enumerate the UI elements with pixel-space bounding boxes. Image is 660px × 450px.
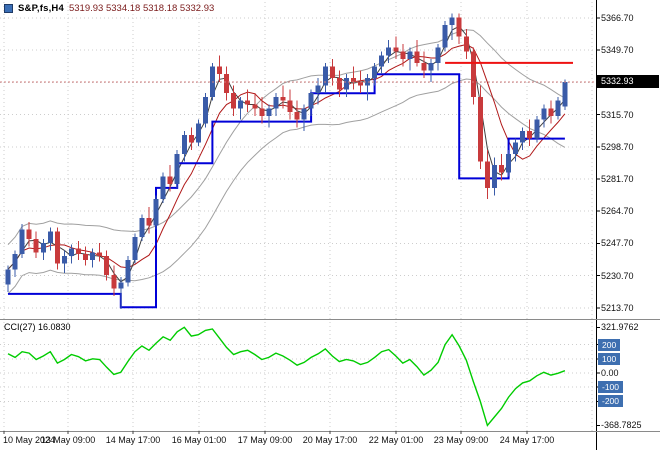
- time-axis-label: 24 May 17:00: [499, 435, 555, 445]
- indicator-axis-label: 321.9762: [601, 322, 639, 333]
- cci-line-layer: [7, 326, 566, 427]
- time-axis-label: 10 May 2024: [3, 435, 56, 445]
- time-axis-label: 13 May 09:00: [40, 435, 96, 445]
- time-axis-label: 22 May 01:00: [368, 435, 424, 445]
- cci-level-tag: 100: [598, 352, 621, 365]
- current-price-tag: 5332.93: [597, 75, 659, 89]
- time-axis[interactable]: 10 May 2024 13 May 09:00 14 May 17:00 16 Ma…: [0, 433, 660, 450]
- indicator-axis-label: 0.00: [601, 368, 619, 378]
- price-axis-label: 5349.70: [601, 45, 634, 56]
- grid-layer: [0, 2, 596, 431]
- objects-layer: [0, 61, 596, 83]
- time-axis-label: 16 May 01:00: [171, 435, 227, 445]
- candles-layer: [5, 13, 568, 310]
- cci-level-tag: -200: [598, 395, 624, 408]
- indicator-axis: 321.9762 200 100 0.00 -100 -200 -368.7825: [598, 0, 660, 450]
- price-axis-label: 5315.70: [601, 109, 634, 120]
- price-axis-label: 5366.70: [601, 12, 634, 23]
- price-axis-label: 5298.70: [601, 141, 634, 152]
- time-axis-label: 20 May 17:00: [302, 435, 358, 445]
- cci-level-tag: 200: [598, 338, 621, 351]
- cci-level-tag: -100: [598, 381, 624, 394]
- time-axis-label: 23 May 09:00: [433, 435, 489, 445]
- price-axis-label: 5230.70: [601, 270, 634, 281]
- time-axis-label: 14 May 17:00: [105, 435, 161, 445]
- price-axis-label: 5247.70: [601, 238, 634, 249]
- time-axis-label: 17 May 09:00: [237, 435, 293, 445]
- price-axis-label: 5264.70: [601, 206, 634, 217]
- price-axis-label: 5281.70: [601, 173, 634, 184]
- price-axis[interactable]: 5366.70 5349.70 5315.70 5298.70 5281.70 5264.…: [598, 0, 660, 450]
- indicator-axis-label: -368.7825: [601, 420, 642, 431]
- price-axis-label: 5213.70: [601, 302, 634, 313]
